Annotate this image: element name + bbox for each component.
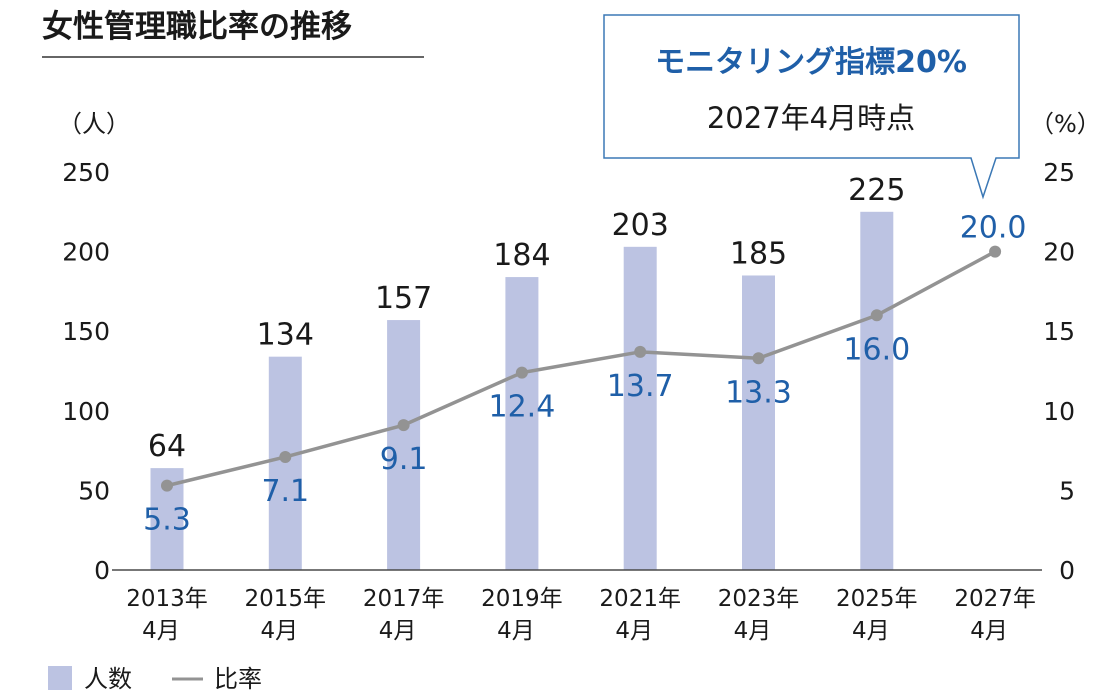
rate-value-label: 5.3 (143, 503, 191, 538)
bar-value-label: 185 (730, 236, 787, 271)
x-tick-year: 2025年 (836, 586, 918, 612)
callout-subtitle: 2027年4月時点 (707, 101, 915, 135)
bar-value-label: 225 (848, 173, 905, 208)
rate-point (752, 352, 765, 365)
left-axis-ticks: 0 50 100 150 200 250 (62, 158, 110, 585)
x-tick-year: 2013年 (126, 586, 208, 612)
x-tick-year: 2019年 (481, 586, 563, 612)
bar (860, 211, 894, 571)
rate-line (166, 250, 996, 488)
bar-value-label: 64 (148, 429, 186, 464)
rate-point (279, 450, 292, 463)
x-tick-year: 2027年 (954, 586, 1036, 612)
bar-series (150, 211, 894, 571)
bar-value-labels: 64 134 157 184 203 185 225 (148, 173, 906, 464)
rate-value-label: 7.1 (261, 474, 309, 509)
x-tick-month: 4月 (734, 618, 772, 644)
bar (623, 246, 657, 570)
rate-value-label: 13.7 (607, 369, 674, 404)
rate-value-labels: 5.3 7.1 9.1 12.4 13.7 13.3 16.0 20.0 (143, 211, 1026, 538)
left-tick-label: 150 (62, 317, 110, 346)
rate-value-label: 20.0 (960, 211, 1027, 246)
rate-point (515, 366, 528, 379)
left-tick-label: 50 (78, 476, 110, 505)
rate-value-label: 13.3 (725, 375, 792, 410)
x-tick-month: 4月 (142, 618, 180, 644)
bar (742, 275, 775, 570)
rate-value-label: 16.0 (843, 332, 910, 367)
x-tick-month: 4月 (852, 618, 890, 644)
bar-value-label: 157 (375, 281, 432, 316)
callout-frame (603, 14, 1020, 200)
left-tick-label: 200 (62, 238, 110, 267)
rate-point (397, 419, 410, 432)
legend-bar-label: 人数 (84, 665, 132, 693)
left-tick-label: 100 (62, 397, 110, 426)
callout-title: モニタリング指標20% (655, 45, 967, 80)
x-tick-year: 2017年 (363, 586, 445, 612)
x-tick-month: 4月 (260, 618, 298, 644)
rate-point (870, 309, 883, 322)
x-tick-month: 4月 (379, 618, 417, 644)
bar-value-label: 134 (257, 318, 314, 353)
right-tick-label: 0 (1059, 556, 1075, 585)
chart-title: 女性管理職比率の推移 (42, 9, 352, 45)
x-tick-year: 2021年 (599, 586, 681, 612)
bar-value-label: 203 (612, 208, 669, 243)
rate-point (161, 479, 173, 492)
x-axis-ticks: 2013年 4月 2015年 4月 2017年 4月 2019年 4月 2021年 4月 2023年… (126, 586, 1036, 644)
bar-value-label: 184 (493, 238, 550, 273)
bar (387, 320, 421, 570)
rate-line-series (161, 245, 1002, 492)
bar (268, 356, 302, 570)
callout-box: モニタリング指標20% 2027年4月時点 (603, 14, 1020, 200)
legend-line-label: 比率 (214, 665, 262, 693)
right-tick-label: 5 (1059, 476, 1075, 505)
x-tick-year: 2015年 (245, 586, 327, 612)
legend-bar-swatch (48, 666, 72, 690)
x-tick-month: 4月 (497, 618, 535, 644)
right-tick-label: 10 (1043, 397, 1075, 426)
legend: 人数 比率 (48, 665, 262, 693)
right-tick-label: 25 (1043, 158, 1075, 187)
left-tick-label: 250 (62, 158, 110, 187)
right-axis-unit: （%） (1030, 110, 1101, 138)
x-tick-month: 4月 (615, 618, 653, 644)
right-tick-label: 15 (1043, 317, 1075, 346)
rate-value-label: 9.1 (380, 442, 428, 477)
right-tick-label: 20 (1043, 238, 1075, 267)
bar (505, 277, 539, 570)
rate-point (634, 345, 647, 358)
right-axis-ticks: 0 5 10 15 20 25 (1043, 158, 1075, 585)
x-tick-month: 4月 (970, 618, 1008, 644)
rate-value-label: 12.4 (489, 390, 556, 425)
left-axis-unit: （人） (58, 110, 130, 138)
rate-point (989, 245, 1002, 258)
x-tick-year: 2023年 (718, 586, 800, 612)
left-tick-label: 0 (94, 556, 110, 585)
